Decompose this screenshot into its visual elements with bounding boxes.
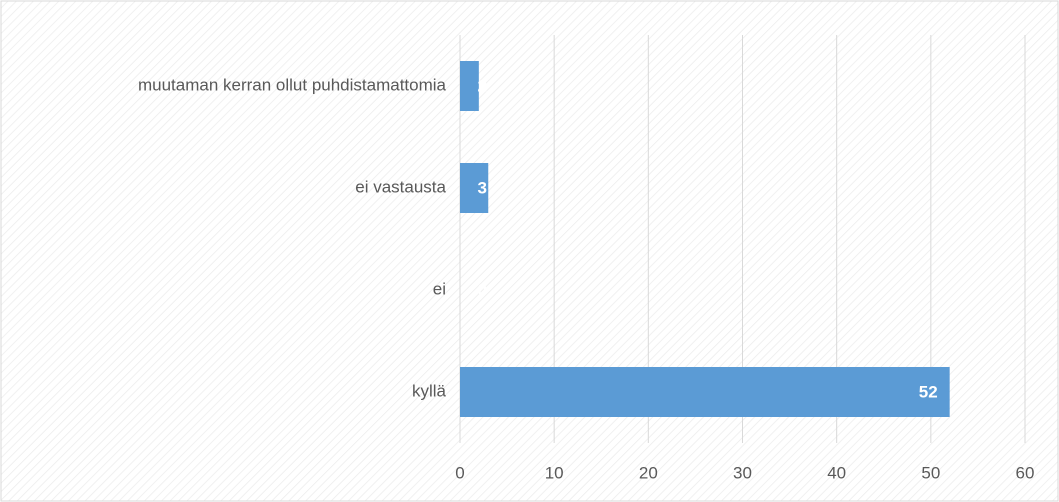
y-tick-label: kyllä [412,381,447,400]
bar [460,163,489,213]
x-tick-label: 40 [827,463,846,482]
data-label: 3 [478,178,487,197]
y-tick-label: muutaman kerran ollut puhdistamattomia [138,75,447,94]
x-tick-label: 0 [455,463,464,482]
y-tick-label: ei vastausta [355,177,446,196]
x-tick-label: 30 [733,463,752,482]
data-label: 52 [919,382,938,401]
x-tick-label: 60 [1016,463,1035,482]
bar [460,367,950,417]
bar [460,61,479,111]
x-tick-label: 50 [921,463,940,482]
data-label: 2 [478,76,487,95]
data-label: 0 [478,280,487,299]
x-tick-label: 10 [545,463,564,482]
x-tick-label: 20 [639,463,658,482]
y-tick-label: ei [433,279,446,298]
